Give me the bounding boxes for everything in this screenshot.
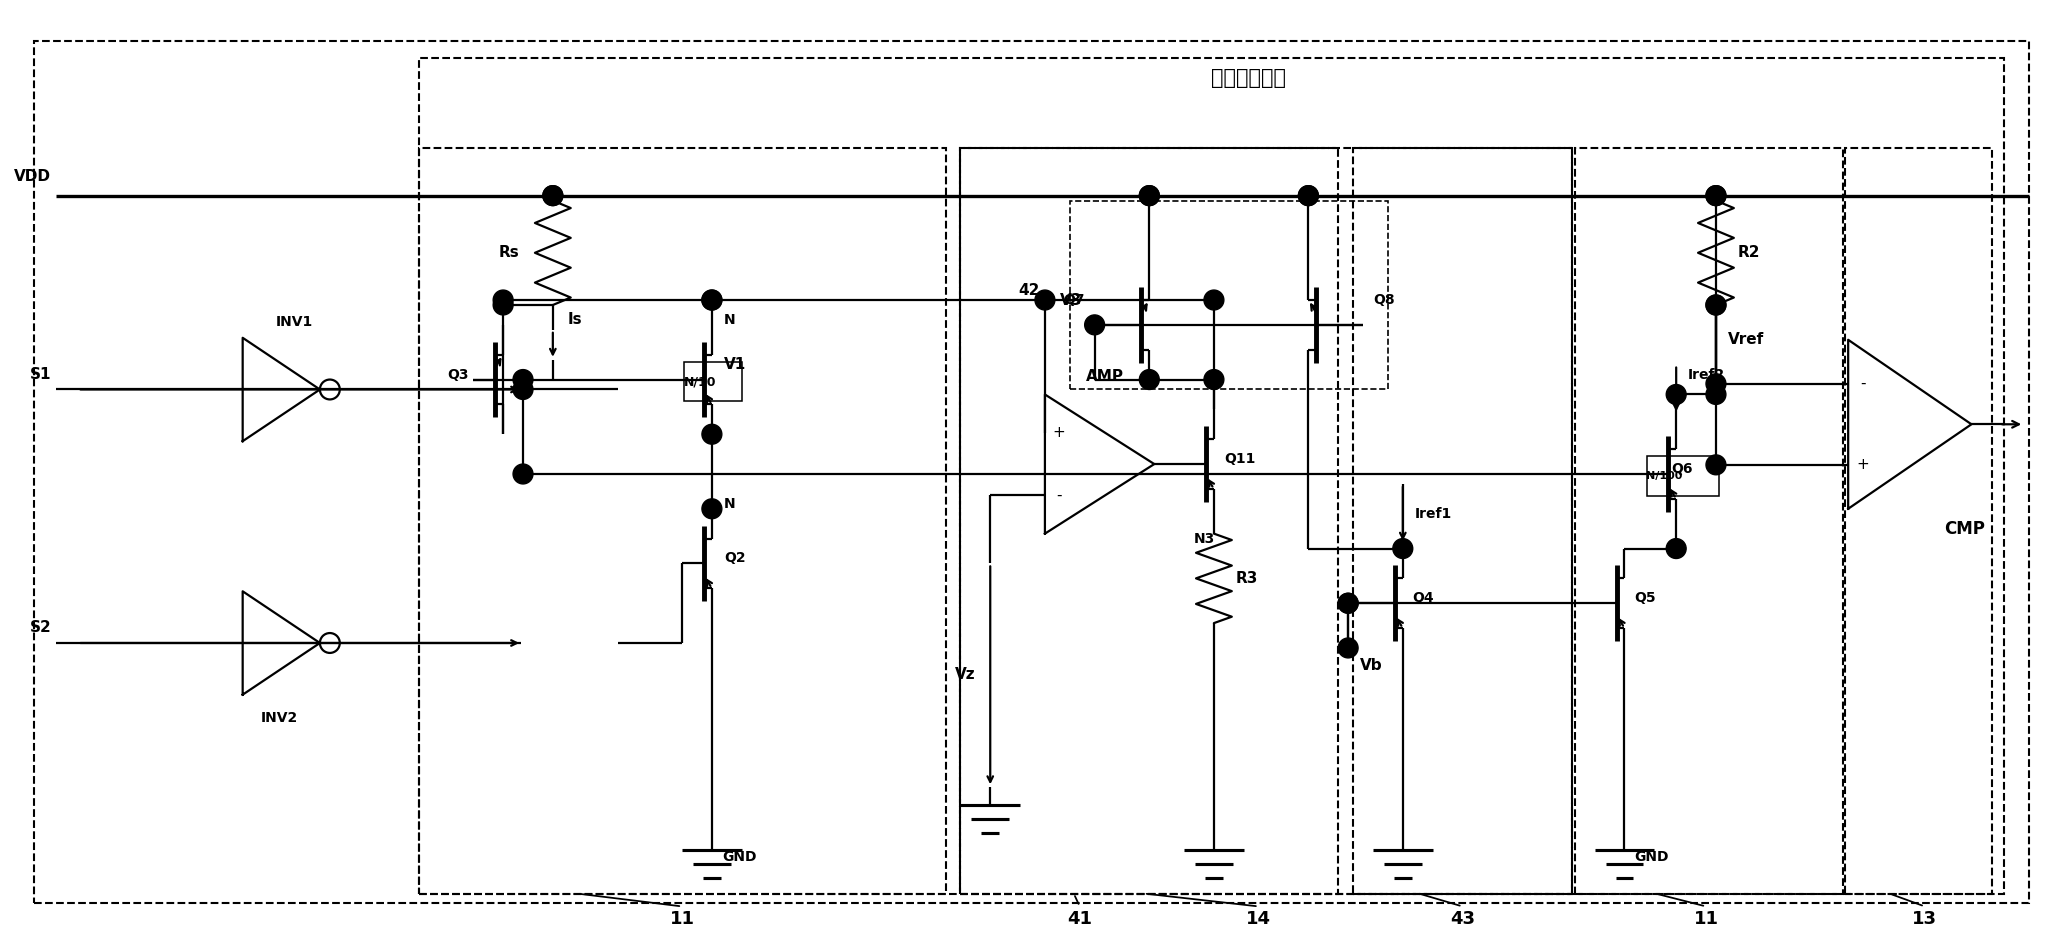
Text: Q2: Q2 <box>724 551 745 565</box>
Text: R3: R3 <box>1236 571 1258 586</box>
Text: Iref1: Iref1 <box>1415 507 1452 521</box>
Text: Q6: Q6 <box>1671 462 1694 476</box>
Text: Iref2: Iref2 <box>1688 367 1725 381</box>
Circle shape <box>514 464 532 484</box>
Text: 41: 41 <box>1067 910 1091 928</box>
Circle shape <box>543 186 563 206</box>
Circle shape <box>1706 374 1727 394</box>
Text: V1: V1 <box>724 357 747 372</box>
Circle shape <box>701 498 722 518</box>
Text: -: - <box>1861 377 1865 391</box>
Circle shape <box>701 290 722 310</box>
Circle shape <box>1298 186 1318 206</box>
Text: Q8: Q8 <box>1374 293 1395 307</box>
Text: Q11: Q11 <box>1223 452 1254 466</box>
Circle shape <box>543 186 563 206</box>
Circle shape <box>1393 539 1413 559</box>
Circle shape <box>701 290 722 310</box>
Text: N/10: N/10 <box>683 375 716 388</box>
Text: CMP: CMP <box>1943 519 1985 538</box>
Circle shape <box>1339 593 1357 614</box>
Circle shape <box>1667 384 1685 404</box>
Text: Q7: Q7 <box>1062 293 1085 307</box>
Circle shape <box>493 295 514 315</box>
Text: 11: 11 <box>1694 910 1718 928</box>
Text: 电流检测电路: 电流检测电路 <box>1211 68 1285 89</box>
Circle shape <box>1036 290 1054 310</box>
Text: GND: GND <box>1634 850 1669 864</box>
Text: 42: 42 <box>1019 282 1040 297</box>
Circle shape <box>1706 186 1727 206</box>
Text: +: + <box>1052 425 1065 440</box>
Circle shape <box>514 370 532 390</box>
Text: +: + <box>1857 457 1869 472</box>
Text: -: - <box>1056 488 1062 503</box>
Text: Q4: Q4 <box>1413 591 1434 605</box>
Text: V3: V3 <box>1060 293 1083 308</box>
Text: N3: N3 <box>1192 531 1215 546</box>
Text: Vb: Vb <box>1360 658 1382 673</box>
Circle shape <box>514 379 532 399</box>
Text: 14: 14 <box>1246 910 1271 928</box>
Text: Q3: Q3 <box>448 367 468 381</box>
Text: N: N <box>724 497 734 511</box>
Text: Vz: Vz <box>955 667 976 683</box>
Circle shape <box>1205 370 1223 390</box>
Circle shape <box>1085 315 1104 335</box>
Circle shape <box>1298 186 1318 206</box>
Text: VDD: VDD <box>14 169 52 184</box>
Text: N: N <box>724 312 734 327</box>
Circle shape <box>1205 290 1223 310</box>
Circle shape <box>1706 295 1727 315</box>
Text: Is: Is <box>567 312 582 328</box>
Circle shape <box>1667 539 1685 559</box>
Text: S1: S1 <box>31 366 52 381</box>
Text: AMP: AMP <box>1085 369 1124 384</box>
Text: R2: R2 <box>1737 245 1760 261</box>
Circle shape <box>1706 186 1727 206</box>
Text: GND: GND <box>722 850 757 864</box>
Text: 43: 43 <box>1450 910 1475 928</box>
Text: Vref: Vref <box>1729 332 1764 347</box>
Text: 13: 13 <box>1912 910 1937 928</box>
Circle shape <box>1706 295 1727 315</box>
Circle shape <box>1339 638 1357 658</box>
Circle shape <box>1139 186 1159 206</box>
Circle shape <box>493 290 514 310</box>
Text: N/100: N/100 <box>1646 471 1683 481</box>
Circle shape <box>1339 593 1357 614</box>
Circle shape <box>1706 455 1727 475</box>
Circle shape <box>1139 186 1159 206</box>
Text: INV2: INV2 <box>260 711 297 725</box>
Circle shape <box>701 424 722 445</box>
Text: 11: 11 <box>670 910 695 928</box>
Circle shape <box>1706 384 1727 404</box>
Text: Rs: Rs <box>497 245 520 261</box>
Circle shape <box>1139 370 1159 390</box>
Text: INV1: INV1 <box>276 315 314 329</box>
Text: S2: S2 <box>31 620 52 635</box>
Text: Q5: Q5 <box>1634 591 1657 605</box>
